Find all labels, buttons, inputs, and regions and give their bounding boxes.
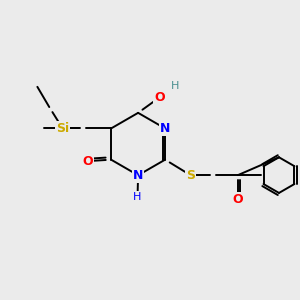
Text: H: H — [133, 192, 142, 202]
Text: N: N — [133, 169, 143, 182]
Text: S: S — [186, 169, 195, 182]
Text: O: O — [154, 91, 165, 104]
Text: H: H — [171, 81, 179, 91]
Text: O: O — [82, 154, 93, 168]
Text: Si: Si — [56, 122, 69, 135]
Text: N: N — [160, 122, 170, 135]
Text: O: O — [232, 193, 243, 206]
